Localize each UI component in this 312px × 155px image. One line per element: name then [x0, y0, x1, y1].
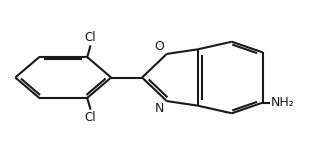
- Text: O: O: [154, 40, 164, 53]
- Text: Cl: Cl: [85, 31, 96, 44]
- Text: Cl: Cl: [85, 111, 96, 124]
- Text: N: N: [155, 102, 164, 115]
- Text: NH₂: NH₂: [271, 96, 294, 109]
